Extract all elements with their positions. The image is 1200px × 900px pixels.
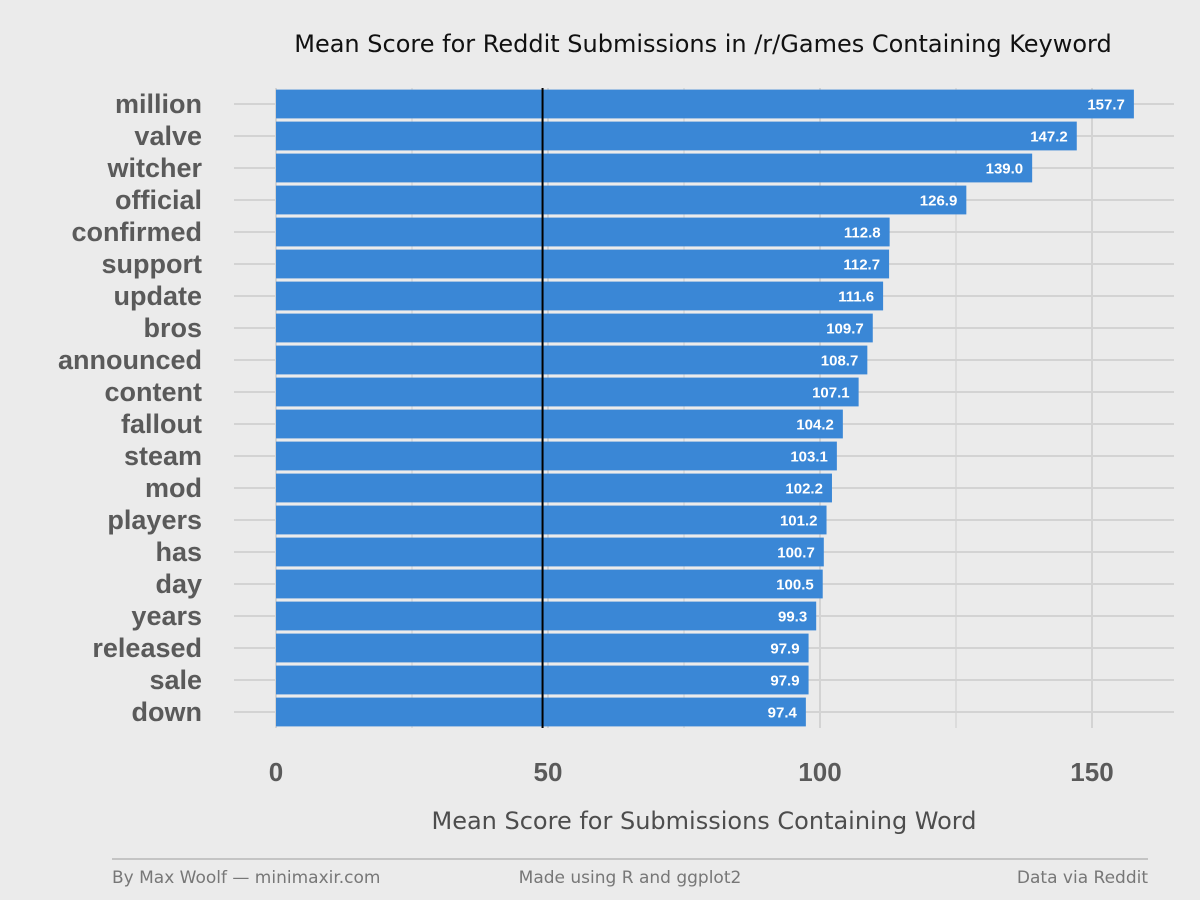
bar-has	[276, 537, 824, 567]
bar-fallout	[276, 409, 843, 439]
category-label: day	[155, 569, 202, 599]
footer-tools: Made using R and ggplot2	[519, 868, 742, 888]
bar-confirmed	[276, 217, 890, 247]
bar-support	[276, 249, 890, 279]
bars	[276, 89, 1134, 727]
x-tick-label: 150	[1070, 757, 1113, 787]
category-label: down	[132, 697, 202, 727]
bar-official	[276, 185, 967, 215]
value-label: 147.2	[1030, 129, 1068, 146]
value-label: 108.7	[821, 353, 859, 370]
value-label: 102.2	[785, 481, 823, 498]
value-label: 97.9	[770, 673, 799, 690]
footer-author: By Max Woolf — minimaxir.com	[112, 868, 381, 888]
bar-content	[276, 377, 859, 407]
category-label: sale	[149, 665, 202, 695]
category-label: million	[115, 89, 202, 119]
footer-source: Data via Reddit	[1017, 868, 1148, 888]
category-label: bros	[143, 313, 202, 343]
category-label: confirmed	[71, 217, 202, 247]
category-label: announced	[58, 345, 202, 375]
category-label: released	[92, 633, 202, 663]
value-labels: 157.7 147.2 139.0 126.9 112.8 112.7 111.6 109.7…	[768, 97, 1125, 722]
x-tick-labels: 0 50 100 150	[269, 757, 1114, 787]
bar-down	[276, 697, 806, 727]
category-label: support	[102, 249, 203, 279]
bar-valve	[276, 121, 1077, 151]
category-label: steam	[124, 441, 202, 471]
value-label: 111.6	[838, 289, 874, 306]
bar-mod	[276, 473, 832, 503]
x-tick-label: 0	[269, 757, 283, 787]
category-label: update	[113, 281, 202, 311]
value-label: 109.7	[826, 321, 864, 338]
value-label: 100.7	[777, 545, 815, 562]
value-label: 99.3	[778, 609, 807, 626]
bar-announced	[276, 345, 868, 375]
value-label: 112.8	[844, 225, 881, 242]
x-tick-label: 50	[534, 757, 563, 787]
value-label: 157.7	[1087, 97, 1125, 114]
value-label: 97.4	[768, 705, 798, 722]
bar-bros	[276, 313, 873, 343]
category-label: years	[131, 601, 202, 631]
bar-steam	[276, 441, 837, 471]
value-label: 103.1	[790, 449, 828, 466]
category-label: has	[155, 537, 202, 567]
category-label: witcher	[106, 153, 202, 183]
value-label: 101.2	[780, 513, 818, 530]
category-label: fallout	[121, 409, 202, 439]
value-label: 100.5	[776, 577, 814, 594]
value-label: 97.9	[770, 641, 799, 658]
value-label: 107.1	[812, 385, 850, 402]
value-label: 139.0	[986, 161, 1024, 178]
bar-update	[276, 281, 884, 311]
bar-years	[276, 601, 817, 631]
grid-lines	[234, 88, 1174, 728]
category-label: mod	[145, 473, 202, 503]
bar-players	[276, 505, 827, 535]
category-label: valve	[134, 121, 202, 151]
value-label: 112.7	[843, 257, 880, 274]
value-label: 104.2	[796, 417, 834, 434]
value-label: 126.9	[920, 193, 958, 210]
category-labels: millionvalvewitcherofficialconfirmedsupp…	[58, 89, 203, 727]
x-tick-label: 100	[798, 757, 841, 787]
x-axis-label: Mean Score for Submissions Containing Wo…	[431, 807, 976, 835]
bar-million	[276, 89, 1134, 119]
category-label: content	[105, 377, 203, 407]
category-label: players	[107, 505, 202, 535]
bar-witcher	[276, 153, 1033, 183]
category-label: official	[115, 185, 202, 215]
chart-title: Mean Score for Reddit Submissions in /r/…	[294, 30, 1112, 58]
bar-day	[276, 569, 823, 599]
